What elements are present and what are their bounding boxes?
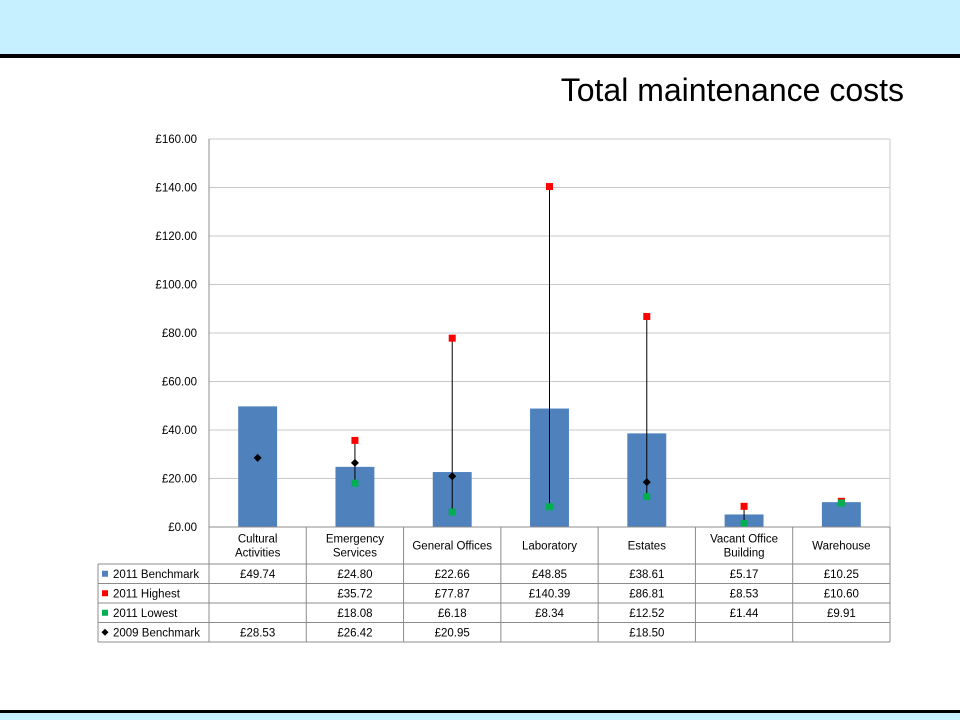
legend-key — [102, 609, 108, 616]
data-label: £5.17 — [730, 569, 759, 581]
data-label: £18.08 — [337, 608, 372, 620]
category-label: Services — [333, 548, 377, 560]
category-label: Vacant Office — [710, 534, 778, 546]
category-label: Emergency — [326, 534, 384, 546]
series-name: 2011 Lowest — [113, 608, 178, 620]
top-color-band — [0, 0, 960, 54]
data-label: £140.39 — [529, 588, 571, 600]
y-tick-label: £20.00 — [162, 474, 197, 486]
y-tick-label: £40.00 — [162, 425, 197, 437]
legend-key — [102, 590, 108, 597]
marker-2011-highest — [546, 183, 553, 191]
data-label: £20.95 — [435, 627, 470, 639]
maintenance-cost-chart: £0.00 £20.00 £40.00 £60.00 £80.00 £100.00 £120… — [97, 134, 891, 643]
y-tick-label: £80.00 — [162, 328, 197, 340]
marker-2009-benchmark — [448, 472, 457, 481]
legend-key — [101, 628, 109, 636]
marker-2011-highest — [448, 334, 456, 342]
data-label: £1.44 — [730, 608, 759, 620]
bar-2011-benchmark — [238, 406, 278, 527]
data-label: £18.50 — [629, 627, 664, 639]
marker-2011-lowest — [448, 508, 456, 516]
data-label: £35.72 — [337, 588, 372, 600]
series-name: 2011 Highest — [113, 588, 181, 600]
category-label: Activities — [235, 548, 281, 560]
data-label: £8.34 — [535, 608, 564, 620]
data-label: £86.81 — [629, 588, 664, 600]
category-label: Estates — [628, 541, 667, 553]
slide-title: Total maintenance costs — [560, 72, 904, 108]
marker-2009-benchmark — [350, 458, 359, 467]
bottom-divider — [0, 710, 960, 713]
data-label: £22.66 — [435, 569, 470, 581]
data-label: £38.61 — [629, 569, 664, 581]
y-tick-label: £100.00 — [155, 280, 197, 292]
category-label: Cultural — [238, 534, 278, 546]
data-label: £26.42 — [337, 627, 372, 639]
data-label: £8.53 — [730, 588, 759, 600]
data-label: £12.52 — [629, 608, 664, 620]
y-tick-label: £160.00 — [155, 134, 197, 146]
data-label: £10.60 — [824, 588, 859, 600]
marker-2011-highest — [351, 436, 359, 444]
category-label: Laboratory — [522, 541, 577, 553]
marker-2011-highest — [643, 312, 651, 320]
data-label: £6.18 — [438, 608, 467, 620]
data-label: £28.53 — [240, 627, 275, 639]
data-label: £77.87 — [435, 588, 470, 600]
marker-2011-highest — [740, 502, 748, 510]
marker-2011-lowest — [351, 479, 359, 487]
y-tick-label: £60.00 — [162, 377, 197, 389]
marker-2011-lowest — [837, 499, 845, 507]
y-tick-label: £0.00 — [168, 522, 197, 534]
marker-2011-lowest — [643, 493, 651, 501]
y-tick-label: £140.00 — [155, 183, 197, 195]
marker-2009-benchmark — [253, 453, 262, 462]
category-label: General Offices — [412, 541, 492, 553]
series-name: 2011 Benchmark — [113, 569, 199, 581]
legend-key — [102, 570, 108, 577]
marker-2011-lowest — [740, 520, 748, 528]
marker-2009-benchmark — [642, 478, 651, 487]
bottom-color-band — [0, 713, 960, 720]
marker-2011-lowest — [546, 503, 553, 511]
y-tick-label: £120.00 — [155, 231, 197, 243]
data-label: £49.74 — [240, 569, 276, 581]
data-label: £10.25 — [824, 569, 859, 581]
data-label: £24.80 — [337, 569, 372, 581]
category-label: Building — [724, 548, 765, 560]
top-divider — [0, 54, 960, 58]
series-name: 2009 Benchmark — [113, 627, 200, 639]
data-label: £48.85 — [532, 569, 567, 581]
category-label: Warehouse — [812, 541, 870, 553]
data-label: £9.91 — [827, 608, 856, 620]
